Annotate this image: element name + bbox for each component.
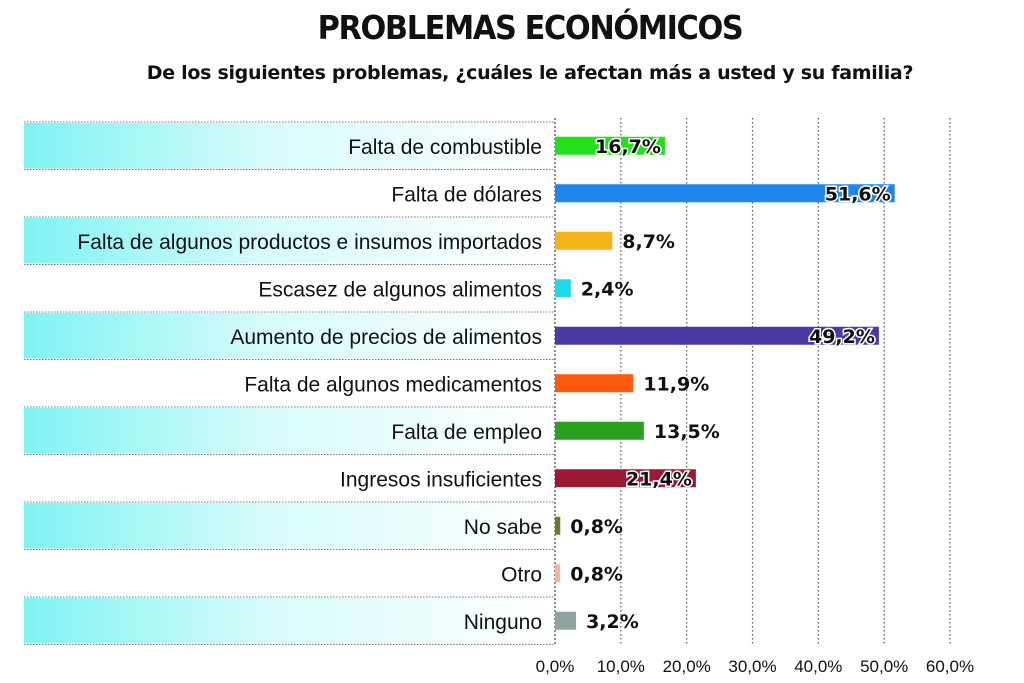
bar	[555, 469, 696, 488]
bar	[555, 136, 665, 155]
x-tick-label: 60,0%	[926, 657, 974, 676]
label-band	[24, 503, 555, 549]
category-label: Aumento de precios de alimentos	[230, 326, 542, 349]
value-label: 49,2%	[809, 326, 875, 348]
chart-title: PROBLEMAS ECONÓMICOS	[317, 8, 744, 47]
bar	[555, 564, 561, 583]
category-label: Falta de algunos productos e insumos imp…	[77, 231, 542, 254]
bar	[555, 326, 879, 345]
value-label: 8,7%	[622, 231, 675, 253]
x-tick-label: 30,0%	[728, 657, 776, 676]
label-band	[24, 408, 555, 454]
label-band	[24, 598, 555, 644]
x-tick-label: 40,0%	[794, 657, 842, 676]
value-label: 3,2%	[586, 611, 639, 633]
bar	[555, 184, 895, 203]
bar	[555, 516, 561, 535]
category-label: Falta de combustible	[348, 136, 542, 159]
bar	[555, 279, 571, 298]
category-label: Escasez de algunos alimentos	[258, 278, 542, 301]
category-label: Falta de dólares	[391, 183, 542, 206]
value-label: 13,5%	[654, 421, 720, 443]
bar	[555, 374, 634, 393]
label-band	[24, 123, 555, 169]
category-label: No sabe	[464, 516, 542, 539]
value-label: 21,4%	[626, 468, 692, 490]
value-label: 0,8%	[570, 563, 623, 585]
value-label: 51,6%	[825, 183, 891, 205]
x-tick-label: 20,0%	[663, 657, 711, 676]
x-tick-label: 0,0%	[536, 657, 575, 676]
x-tick-label: 50,0%	[860, 657, 908, 676]
x-tick-label: 10,0%	[597, 657, 645, 676]
category-label: Otro	[501, 563, 542, 586]
label-band	[24, 313, 555, 359]
value-label: 11,9%	[643, 373, 709, 395]
value-label: 0,8%	[570, 516, 623, 538]
category-label: Falta de empleo	[391, 421, 542, 444]
category-label: Ninguno	[464, 611, 542, 634]
category-label: Ingresos insuficientes	[340, 468, 542, 491]
label-band	[24, 218, 555, 264]
category-label: Falta de algunos medicamentos	[244, 373, 542, 396]
bar	[555, 421, 644, 440]
value-label: 16,7%	[595, 136, 661, 158]
value-label: 2,4%	[581, 278, 634, 300]
bar	[555, 611, 577, 630]
chart-subtitle: De los siguientes problemas, ¿cuáles le …	[146, 62, 914, 84]
bar	[555, 231, 613, 250]
